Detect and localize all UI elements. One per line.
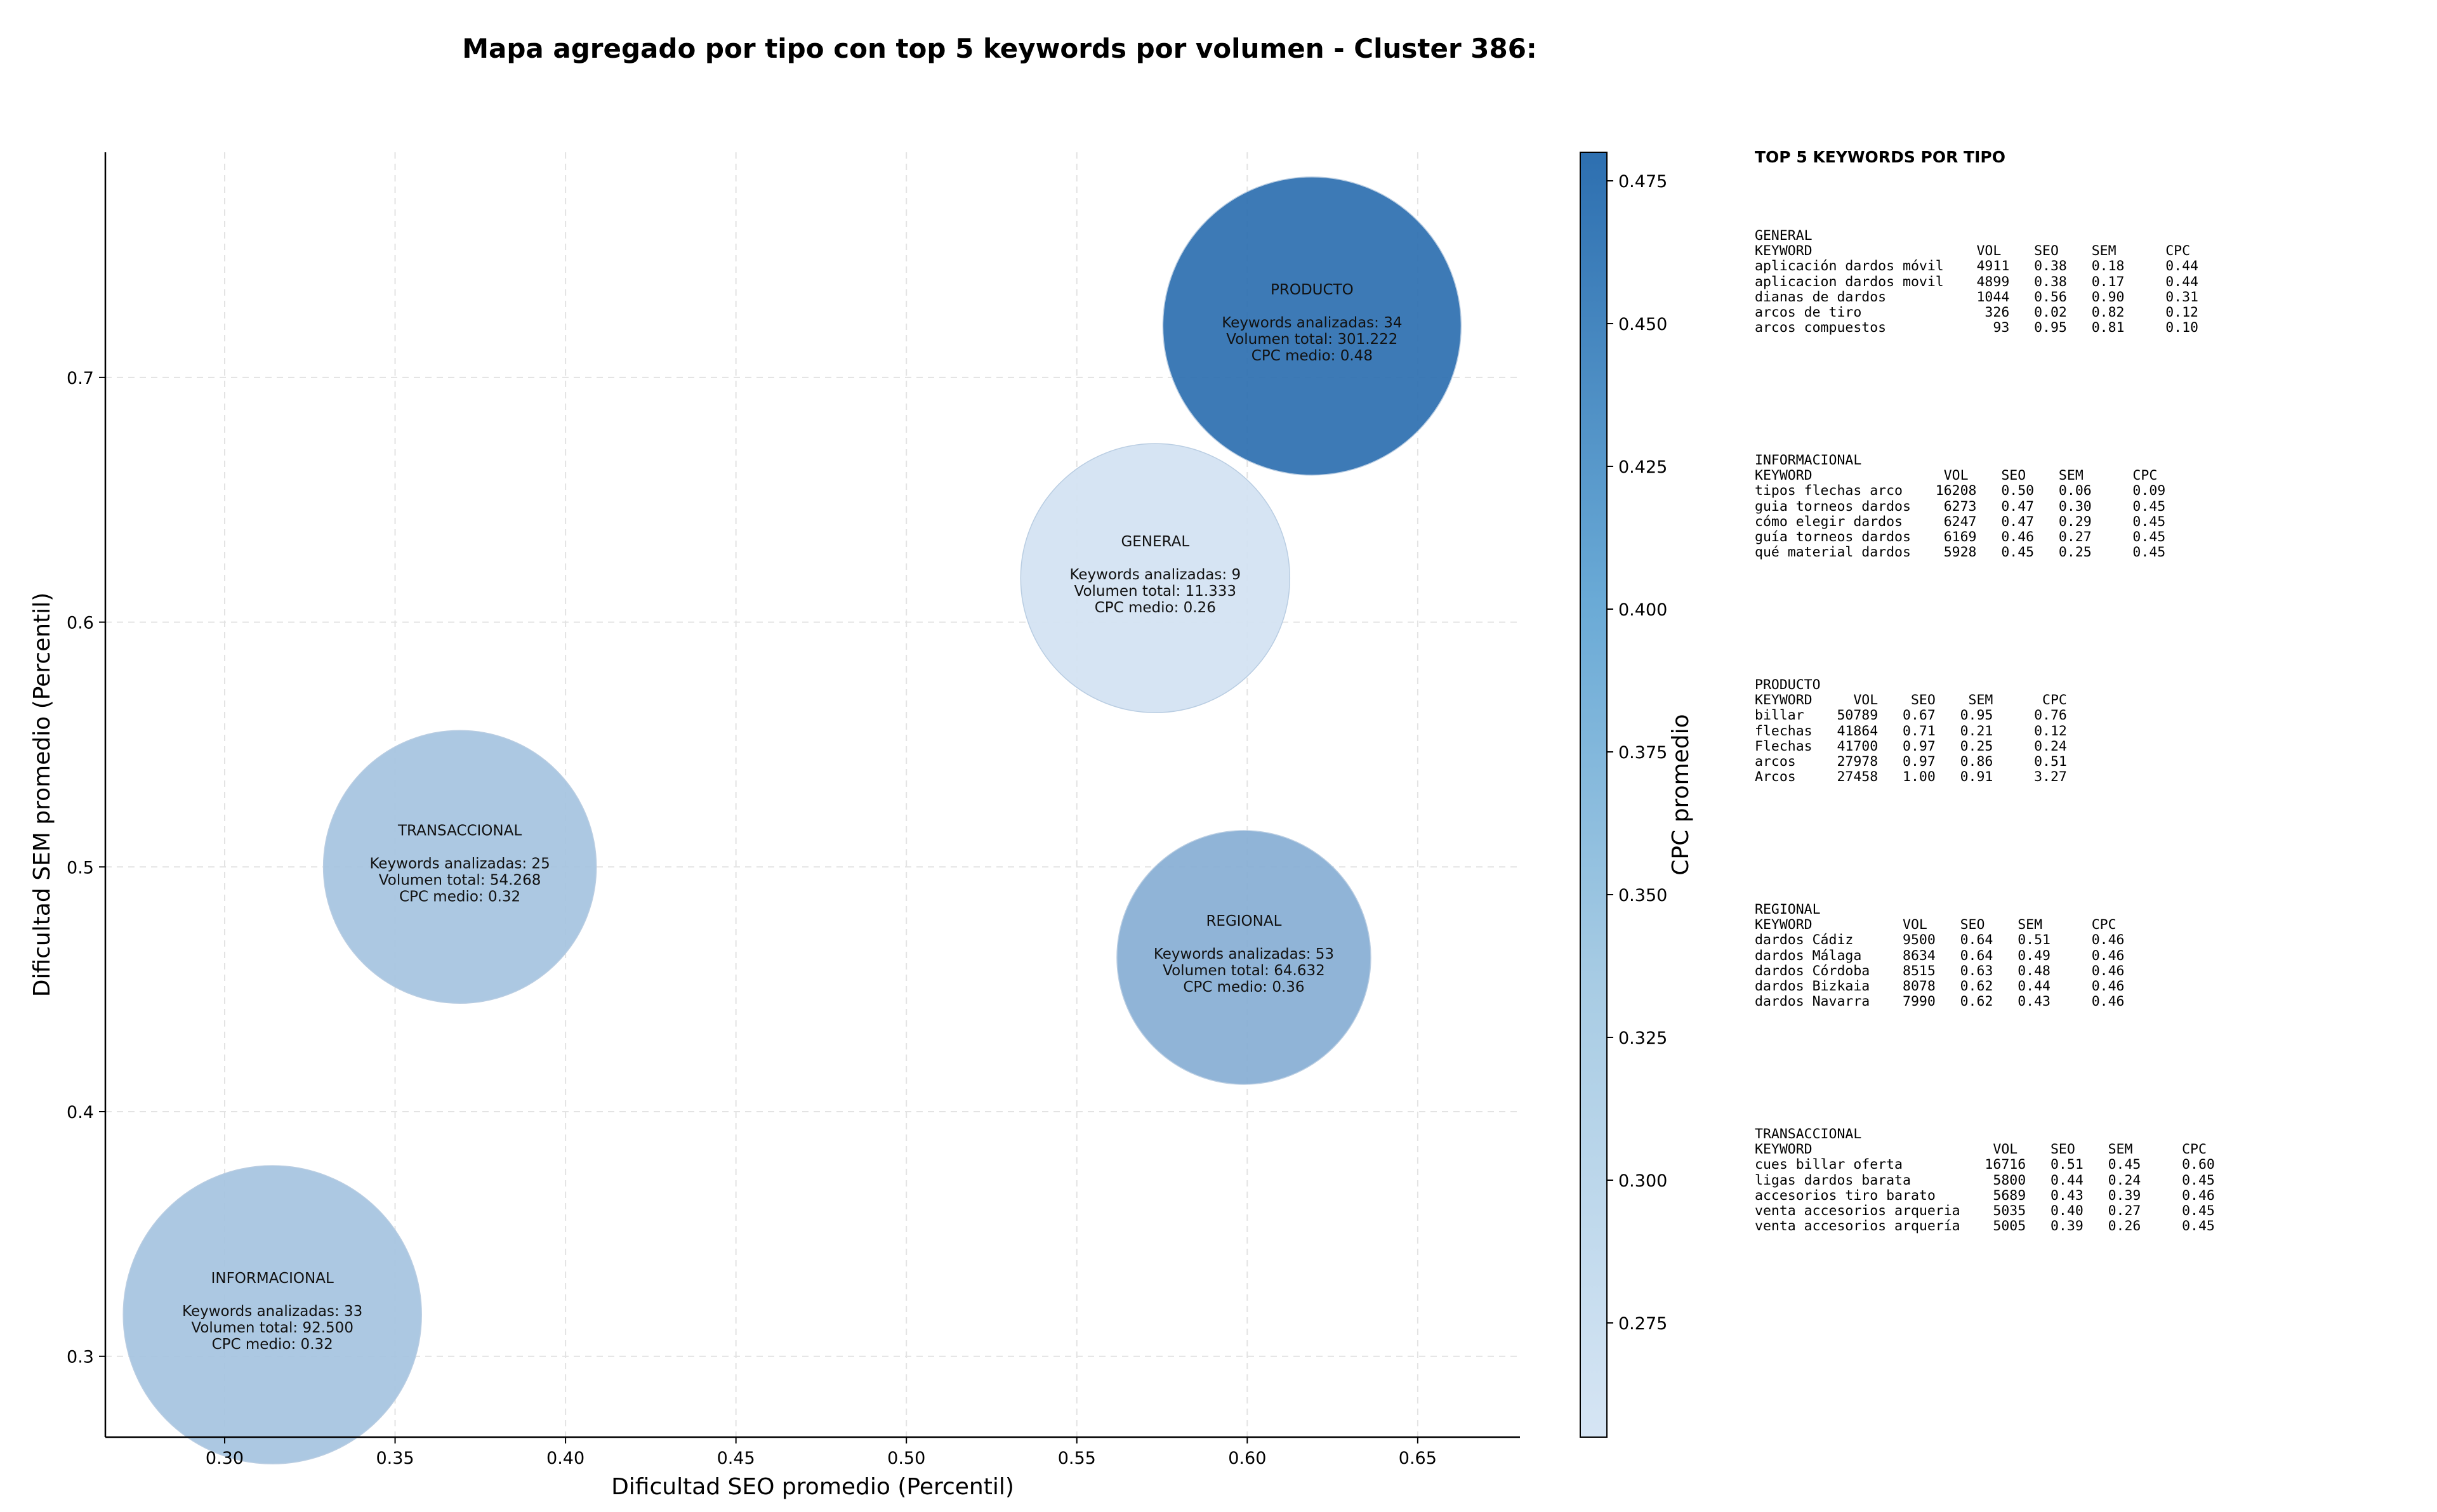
colorbar-tick-label: 0.375: [1618, 743, 1667, 763]
colorbar-tick-label: 0.275: [1618, 1314, 1667, 1334]
keyword-block-general: GENERAL KEYWORD VOL SEO SEM CPC aplicaci…: [1755, 228, 2198, 336]
bubble-label: PRODUCTO: [1271, 282, 1354, 298]
x-tick-label: 0.40: [546, 1449, 584, 1468]
bubble-circle: [1020, 443, 1291, 713]
y-tick-label: 0.6: [67, 614, 94, 633]
y-tick-label: 0.3: [67, 1348, 94, 1367]
colorbar: 0.275 0.300 0.325 0.350 0.375 0.400 0.425 0.450…: [1580, 152, 1694, 1438]
bubble-label: GENERAL: [1121, 534, 1189, 550]
x-tick-label: 0.55: [1058, 1449, 1096, 1468]
x-tick-label: 0.35: [376, 1449, 414, 1468]
bubble-volume-total: Volumen total: 92.500: [191, 1320, 353, 1336]
bubble-keywords-count: Keywords analizadas: 33: [182, 1303, 362, 1320]
keyword-block-producto: PRODUCTO KEYWORD VOL SEO SEM CPC billar …: [1755, 677, 2067, 786]
x-tick-label: 0.45: [717, 1449, 755, 1468]
bubble-keywords-count: Keywords analizadas: 53: [1154, 946, 1334, 963]
colorbar-tick-label: 0.325: [1618, 1029, 1667, 1048]
keyword-table-general: GENERAL KEYWORD VOL SEO SEM CPC aplicaci…: [1755, 228, 2198, 336]
x-tick-label: 0.50: [887, 1449, 925, 1468]
bubble-cpc-average: CPC medio: 0.48: [1252, 348, 1373, 364]
y-tick-label: 0.7: [67, 369, 94, 388]
keyword-table-regional: REGIONAL KEYWORD VOL SEO SEM CPC dardos …: [1755, 902, 2125, 1010]
keyword-table-producto: PRODUCTO KEYWORD VOL SEO SEM CPC billar …: [1755, 677, 2067, 786]
bubble-volume-total: Volumen total: 64.632: [1163, 963, 1325, 979]
keyword-block-regional: REGIONAL KEYWORD VOL SEO SEM CPC dardos …: [1755, 902, 2124, 1009]
colorbar-tick-label: 0.350: [1618, 886, 1667, 905]
colorbar-tick-label: 0.400: [1618, 600, 1667, 620]
bubble-cpc-average: CPC medio: 0.32: [399, 888, 520, 905]
bubble-cpc-average: CPC medio: 0.32: [212, 1336, 333, 1353]
keyword-block-informacional: INFORMACIONAL KEYWORD VOL SEO SEM CPC ti…: [1755, 452, 2166, 561]
colorbar-tick-label: 0.475: [1618, 172, 1667, 192]
bubble-label: TRANSACCIONAL: [397, 822, 522, 839]
bubble-keywords-count: Keywords analizadas: 9: [1069, 567, 1241, 583]
bubble-label: INFORMACIONAL: [211, 1270, 334, 1287]
chart-title: Mapa agregado por tipo con top 5 keyword…: [462, 33, 1537, 64]
bubble-volume-total: Volumen total: 11.333: [1074, 583, 1237, 600]
bubble-cpc-average: CPC medio: 0.36: [1183, 979, 1304, 996]
top-keywords-panel: TOP 5 KEYWORDS POR TIPO GENERAL KEYWORD …: [1755, 148, 2421, 1234]
side-panel-title: TOP 5 KEYWORDS POR TIPO: [1755, 148, 2005, 166]
x-tick-label: 0.65: [1399, 1449, 1437, 1468]
axes: 0.30 0.35 0.40 0.45 0.50 0.55 0.60 0.65 0.3 0.4 0.…: [29, 152, 1520, 1500]
bubble-keywords-count: Keywords analizadas: 25: [369, 855, 550, 872]
bubble-cpc-average: CPC medio: 0.26: [1095, 600, 1216, 616]
bubble-circle: [1116, 830, 1371, 1085]
colorbar-scale: [1580, 152, 1608, 1438]
bubble-circle: [322, 730, 597, 1004]
keyword-table-informacional: INFORMACIONAL KEYWORD VOL SEO SEM CPC ti…: [1755, 452, 2166, 561]
x-tick-label: 0.30: [206, 1449, 244, 1468]
colorbar-label: CPC promedio: [1668, 714, 1694, 875]
x-tick-label: 0.60: [1228, 1449, 1266, 1468]
bubble-informacional: INFORMACIONAL Keywords analizadas: 33Volu…: [122, 1165, 422, 1464]
y-tick-label: 0.5: [67, 858, 94, 878]
x-axis-label: Dificultad SEO promedio (Percentil): [611, 1474, 1014, 1500]
bubble-label: REGIONAL: [1206, 913, 1281, 930]
bubble-circle: [1162, 176, 1462, 476]
bubble-volume-total: Volumen total: 54.268: [379, 872, 541, 888]
keyword-block-transaccional: TRANSACCIONAL KEYWORD VOL SEO SEM CPC cu…: [1755, 1126, 2215, 1235]
colorbar-tick-label: 0.450: [1618, 315, 1667, 334]
colorbar-tick-label: 0.300: [1618, 1171, 1667, 1191]
keyword-table-transaccional: TRANSACCIONAL KEYWORD VOL SEO SEM CPC cu…: [1755, 1126, 2215, 1235]
y-tick-label: 0.4: [67, 1103, 94, 1122]
bubble-keywords-count: Keywords analizadas: 34: [1222, 315, 1402, 331]
bubble-transaccional: TRANSACCIONAL Keywords analizadas: 25Volu…: [322, 730, 597, 1004]
y-axis-label: Dificultad SEM promedio (Percentil): [29, 593, 55, 997]
colorbar-tick-label: 0.425: [1618, 457, 1667, 477]
bubble-circle: [122, 1165, 422, 1464]
bubble-volume-total: Volumen total: 301.222: [1226, 331, 1397, 348]
